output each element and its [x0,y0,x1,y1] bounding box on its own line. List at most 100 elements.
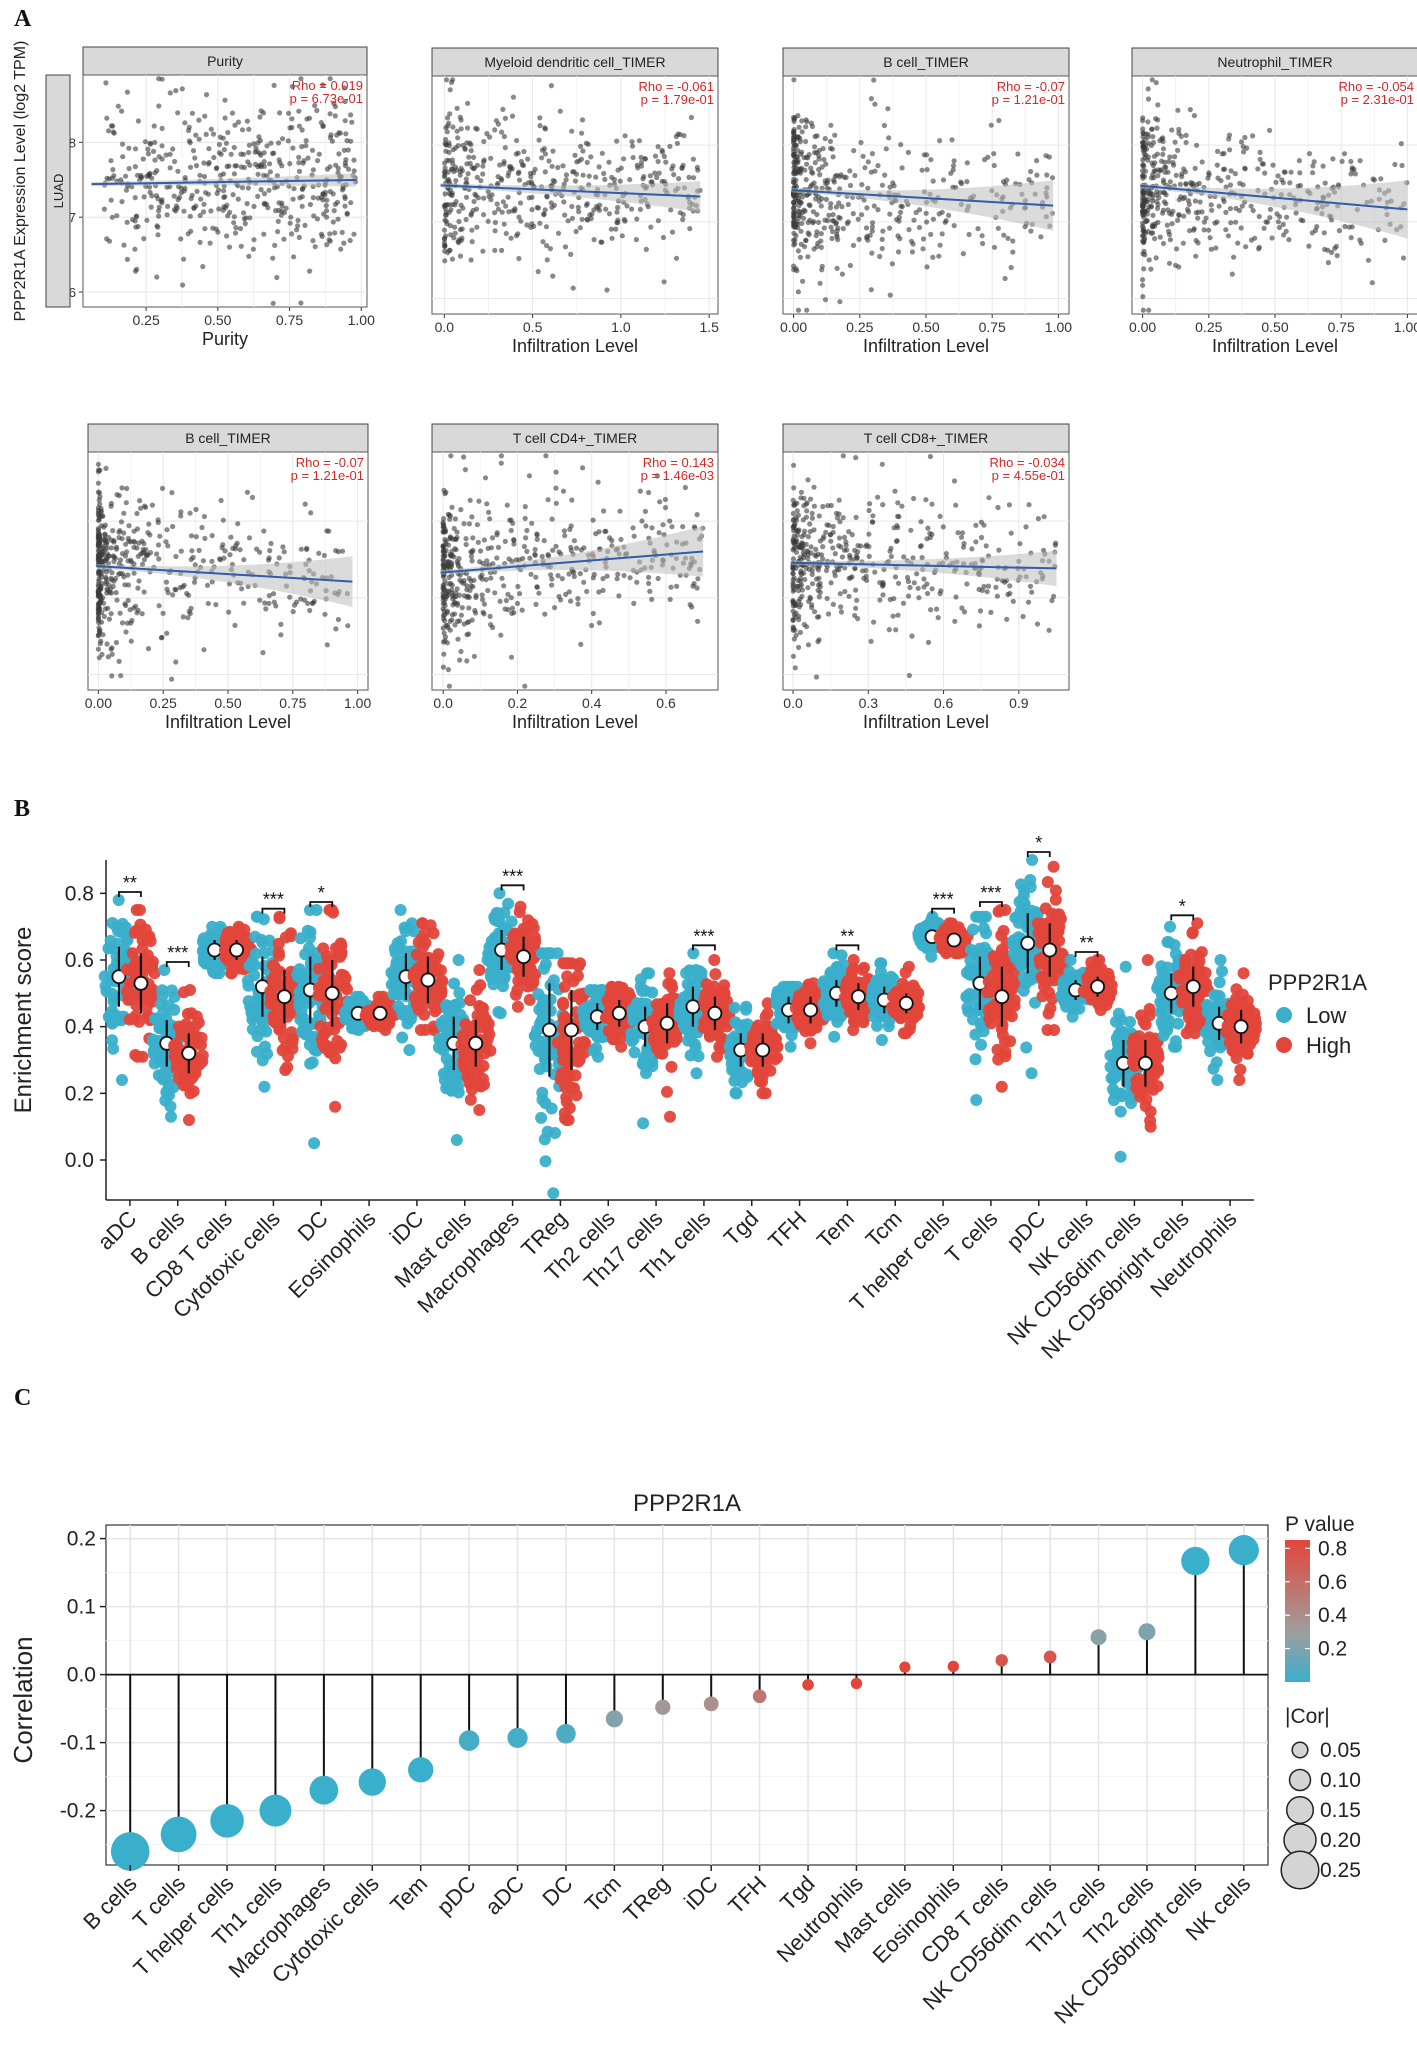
scatter-point [563,177,569,183]
scatter-point [668,584,674,590]
scatter-point [203,131,209,137]
scatter-point [870,513,876,519]
scatter-point [492,228,498,234]
data-point [332,942,345,955]
scatter-point [790,497,796,503]
scatter-point [191,579,198,585]
scatter-point [637,206,644,212]
scatter-point [1141,143,1147,150]
x-tick-label: 0.00 [1129,319,1156,335]
scatter-point [1049,175,1056,181]
scatter-point [838,609,845,615]
scatter-point [813,546,819,553]
scatter-point [499,129,505,135]
scatter-point [964,179,970,185]
x-tick-label: 1.00 [1394,319,1417,335]
scatter-point [332,230,338,236]
scatter-point [326,528,332,534]
data-point [545,947,558,960]
scatter-point [566,571,572,577]
scatter-point [159,76,165,82]
scatter-point [791,462,797,468]
scatter-point [452,202,458,208]
scatter-point [895,500,901,506]
data-point [473,964,486,976]
scatter-point [200,264,206,270]
scatter-point [312,103,318,109]
scatter-point [134,526,140,532]
scatter-point [601,508,607,514]
scatter-point [1322,180,1328,186]
scatter-point [890,613,896,619]
scatter-point [807,594,813,600]
scatter-point [580,148,586,154]
scatter-point [492,590,498,596]
scatter-point [892,574,899,580]
scatter-point [988,609,994,616]
scatter-point [154,551,160,557]
scatter-point [134,266,140,272]
scatter-point [228,151,234,157]
scatter-point [791,206,797,212]
scatter-point [560,488,567,494]
scatter-point [324,642,330,648]
scatter-point [802,576,808,583]
scatter-point [155,542,162,548]
scatter-point [241,557,247,563]
scatter-point [146,184,153,190]
scatter-point [1232,171,1238,177]
data-point [394,904,407,916]
scatter-point [449,166,455,172]
scatter-point [561,528,568,534]
scatter-point [338,246,344,252]
scatter-point [239,185,246,191]
scatter-point [440,557,446,563]
scatter-point [521,543,528,550]
scatter-point [249,494,256,500]
scatter-point [975,226,981,232]
scatter-point [279,203,285,209]
scatter-point [468,553,474,560]
scatter-point [283,205,289,211]
scatter-point [808,120,815,126]
scatter-point [443,212,449,218]
scatter-point [469,514,475,520]
scatter-point [286,110,292,116]
p-label: p = 1.79e-01 [641,92,714,107]
scatter-point [303,138,309,144]
scatter-point [547,246,554,252]
scatter-point [266,600,272,607]
data-point [403,1044,416,1056]
scatter-point [440,606,446,612]
scatter-point [495,206,501,212]
x-axis-title: Infiltration Level [863,336,989,356]
scatter-point [276,157,282,163]
scatter-point [868,287,874,293]
scatter-point [463,194,470,200]
data-point [128,926,141,939]
scatter-point [519,607,525,613]
mean-marker [181,1045,197,1061]
scatter-point [335,216,341,222]
data-point [389,946,402,959]
scatter-point [246,149,252,156]
scatter-point [830,154,836,160]
scatter-point [105,553,112,559]
scatter-point [899,503,905,509]
scatter-point [911,495,917,502]
x-tick-label: 1.00 [344,695,371,711]
scatter-point [820,556,826,562]
scatter-point [322,611,328,617]
scatter-point [898,142,904,148]
scatter-point [108,503,114,509]
scatter-point [836,497,842,503]
scatter-point [488,197,494,203]
scatter-point [615,167,621,173]
scatter-point [232,622,238,629]
scatter-point [622,218,628,224]
scatter-point [122,582,128,588]
scatter-point [563,172,570,178]
scatter-point [879,461,885,467]
scatter-point [820,544,826,550]
scatter-point [822,297,829,303]
